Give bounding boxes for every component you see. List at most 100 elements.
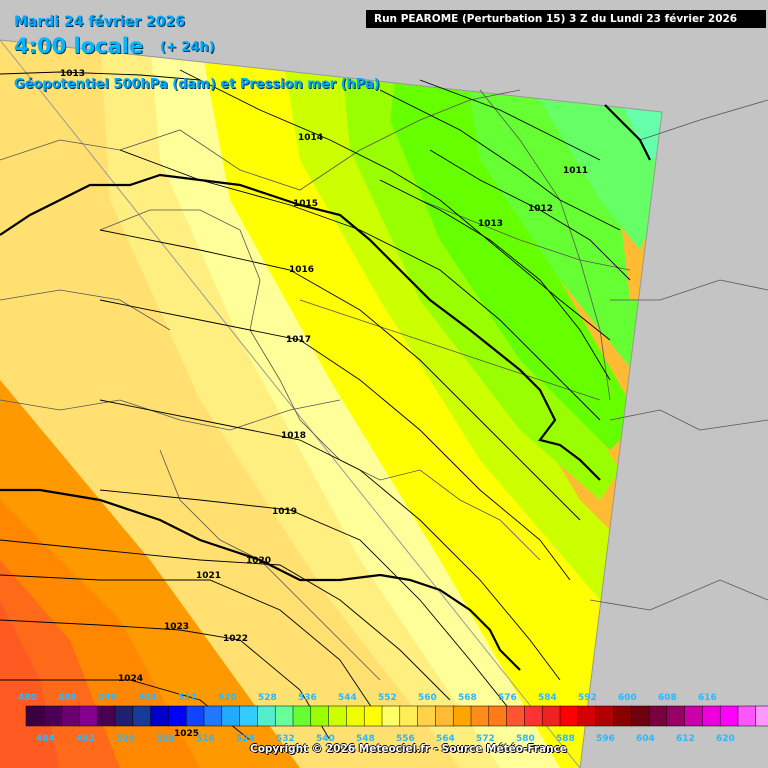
- isobar-label: 1015: [293, 199, 318, 209]
- legend-top-label: 504: [138, 693, 157, 703]
- forecast-offset: (+ 24h): [160, 40, 215, 55]
- legend-swatch: [684, 705, 703, 727]
- legend-swatch: [114, 705, 134, 727]
- legend-swatch: [399, 705, 419, 727]
- legend-swatch: [417, 705, 436, 727]
- legend-swatch: [257, 705, 276, 727]
- legend-top-label: 544: [338, 693, 357, 703]
- legend-swatch: [292, 705, 312, 727]
- legend-top-label: 536: [298, 693, 317, 703]
- legend-swatch: [435, 705, 454, 727]
- legend-top-label: 584: [538, 693, 557, 703]
- isobar-label: 1023: [164, 622, 189, 632]
- parameter-title: Géopotentiel 500hPa (dam) et Pression me…: [14, 77, 380, 92]
- legend-bottom-label: 500: [116, 734, 135, 744]
- legend-bottom-label: 580: [516, 734, 535, 744]
- legend-top-label: 496: [98, 693, 117, 703]
- legend-swatch: [666, 705, 686, 727]
- legend-swatch: [595, 705, 614, 727]
- legend-swatch: [470, 705, 490, 727]
- isobar-label: 1022: [223, 634, 248, 644]
- legend-bottom-label: 548: [356, 734, 375, 744]
- legend-top-label: 576: [498, 693, 517, 703]
- legend-swatch: [488, 705, 508, 727]
- legend-bottom-label: 564: [436, 734, 455, 744]
- country-borders: [0, 89, 768, 681]
- legend-bottom-label: 540: [316, 734, 335, 744]
- legend-bottom-label: 508: [156, 734, 175, 744]
- legend-swatch: [328, 705, 347, 727]
- isobar-label: 1024: [118, 674, 143, 684]
- legend-swatch: [168, 705, 187, 727]
- legend-bottom-label: 612: [676, 734, 695, 744]
- forecast-date: Mardi 24 février 2026: [14, 14, 185, 30]
- legend-swatch: [25, 705, 45, 727]
- legend-swatch: [452, 705, 472, 727]
- legend-swatch: [559, 705, 579, 727]
- legend-bottom-label: 588: [556, 734, 575, 744]
- legend-bottom-label: 516: [196, 734, 215, 744]
- isobar-label: 1025: [174, 729, 199, 739]
- legend-swatch: [310, 705, 330, 727]
- isobar-labels: 1013 1014 1015 1016 1017 1018 1019 1020 …: [60, 69, 588, 739]
- coastlines-major-borders: [0, 104, 651, 671]
- legend-swatch: [541, 705, 561, 727]
- legend-top-labels: 480 488 496 504 512 520 528 536 544 552 560 568 576 5…: [18, 693, 717, 703]
- isobar-label: 1012: [528, 204, 553, 214]
- legend-swatch: [363, 705, 383, 727]
- legend-top-label: 592: [578, 693, 597, 703]
- legend-bottom-label: 604: [636, 734, 655, 744]
- legend-swatch: [132, 705, 152, 727]
- isobar-label: 1013: [60, 69, 85, 79]
- legend-top-label: 488: [58, 693, 77, 703]
- legend-bottom-label: 492: [76, 734, 95, 744]
- legend-swatch: [719, 705, 739, 727]
- isobar-label: 1017: [286, 335, 311, 345]
- legend-top-label: 480: [18, 693, 37, 703]
- isobars: [0, 69, 631, 741]
- legend-swatch: [239, 705, 258, 727]
- isobar-label: 1021: [196, 571, 221, 581]
- legend-bottom-label: 572: [476, 734, 495, 744]
- isobar-label: 1016: [289, 265, 314, 275]
- copyright-notice: Copyright © 2026 Meteociel.fr - Source M…: [250, 743, 567, 755]
- legend-bottom-label: 620: [716, 734, 735, 744]
- forecast-time: 4:00 locale: [14, 34, 144, 58]
- legend-swatch: [381, 705, 401, 727]
- legend-swatch: [577, 705, 597, 727]
- legend-swatch: [702, 705, 721, 727]
- legend-top-label: 520: [218, 693, 237, 703]
- isobar-label: 1014: [298, 133, 323, 143]
- legend-swatch: [185, 705, 205, 727]
- legend-swatch: [630, 705, 650, 727]
- isobar-label: 1018: [281, 431, 306, 441]
- legend-swatch: [737, 705, 757, 727]
- legend-bottom-label: 524: [236, 734, 255, 744]
- legend-swatch: [203, 705, 223, 727]
- legend-swatch: [79, 705, 98, 727]
- legend-bottom-label: 596: [596, 734, 615, 744]
- isobar-label: 1011: [563, 166, 588, 176]
- isobar-label: 1013: [478, 219, 503, 229]
- legend-bottom-labels: 484 492 500 508 516 524 532 540 548 556 564 572 580 5…: [36, 734, 735, 744]
- isobar-label: 1020: [246, 556, 271, 566]
- legend-swatch: [755, 705, 768, 727]
- legend-swatch: [613, 705, 632, 727]
- domain-edge: [0, 39, 663, 768]
- legend-bottom-label: 532: [276, 734, 295, 744]
- legend-swatch: [346, 705, 365, 727]
- legend-swatch: [648, 705, 668, 727]
- run-banner: Run PEAROME (Perturbation 15) 3 Z du Lun…: [366, 10, 766, 28]
- legend-swatch: [43, 705, 63, 727]
- legend-swatch: [96, 705, 116, 727]
- legend-top-label: 560: [418, 693, 437, 703]
- legend-top-label: 600: [618, 693, 637, 703]
- legend-swatch: [506, 705, 525, 727]
- legend-top-label: 608: [658, 693, 677, 703]
- legend-top-label: 552: [378, 693, 397, 703]
- legend-swatch: [150, 705, 169, 727]
- legend-top-label: 568: [458, 693, 477, 703]
- legend-bottom-label: 556: [396, 734, 415, 744]
